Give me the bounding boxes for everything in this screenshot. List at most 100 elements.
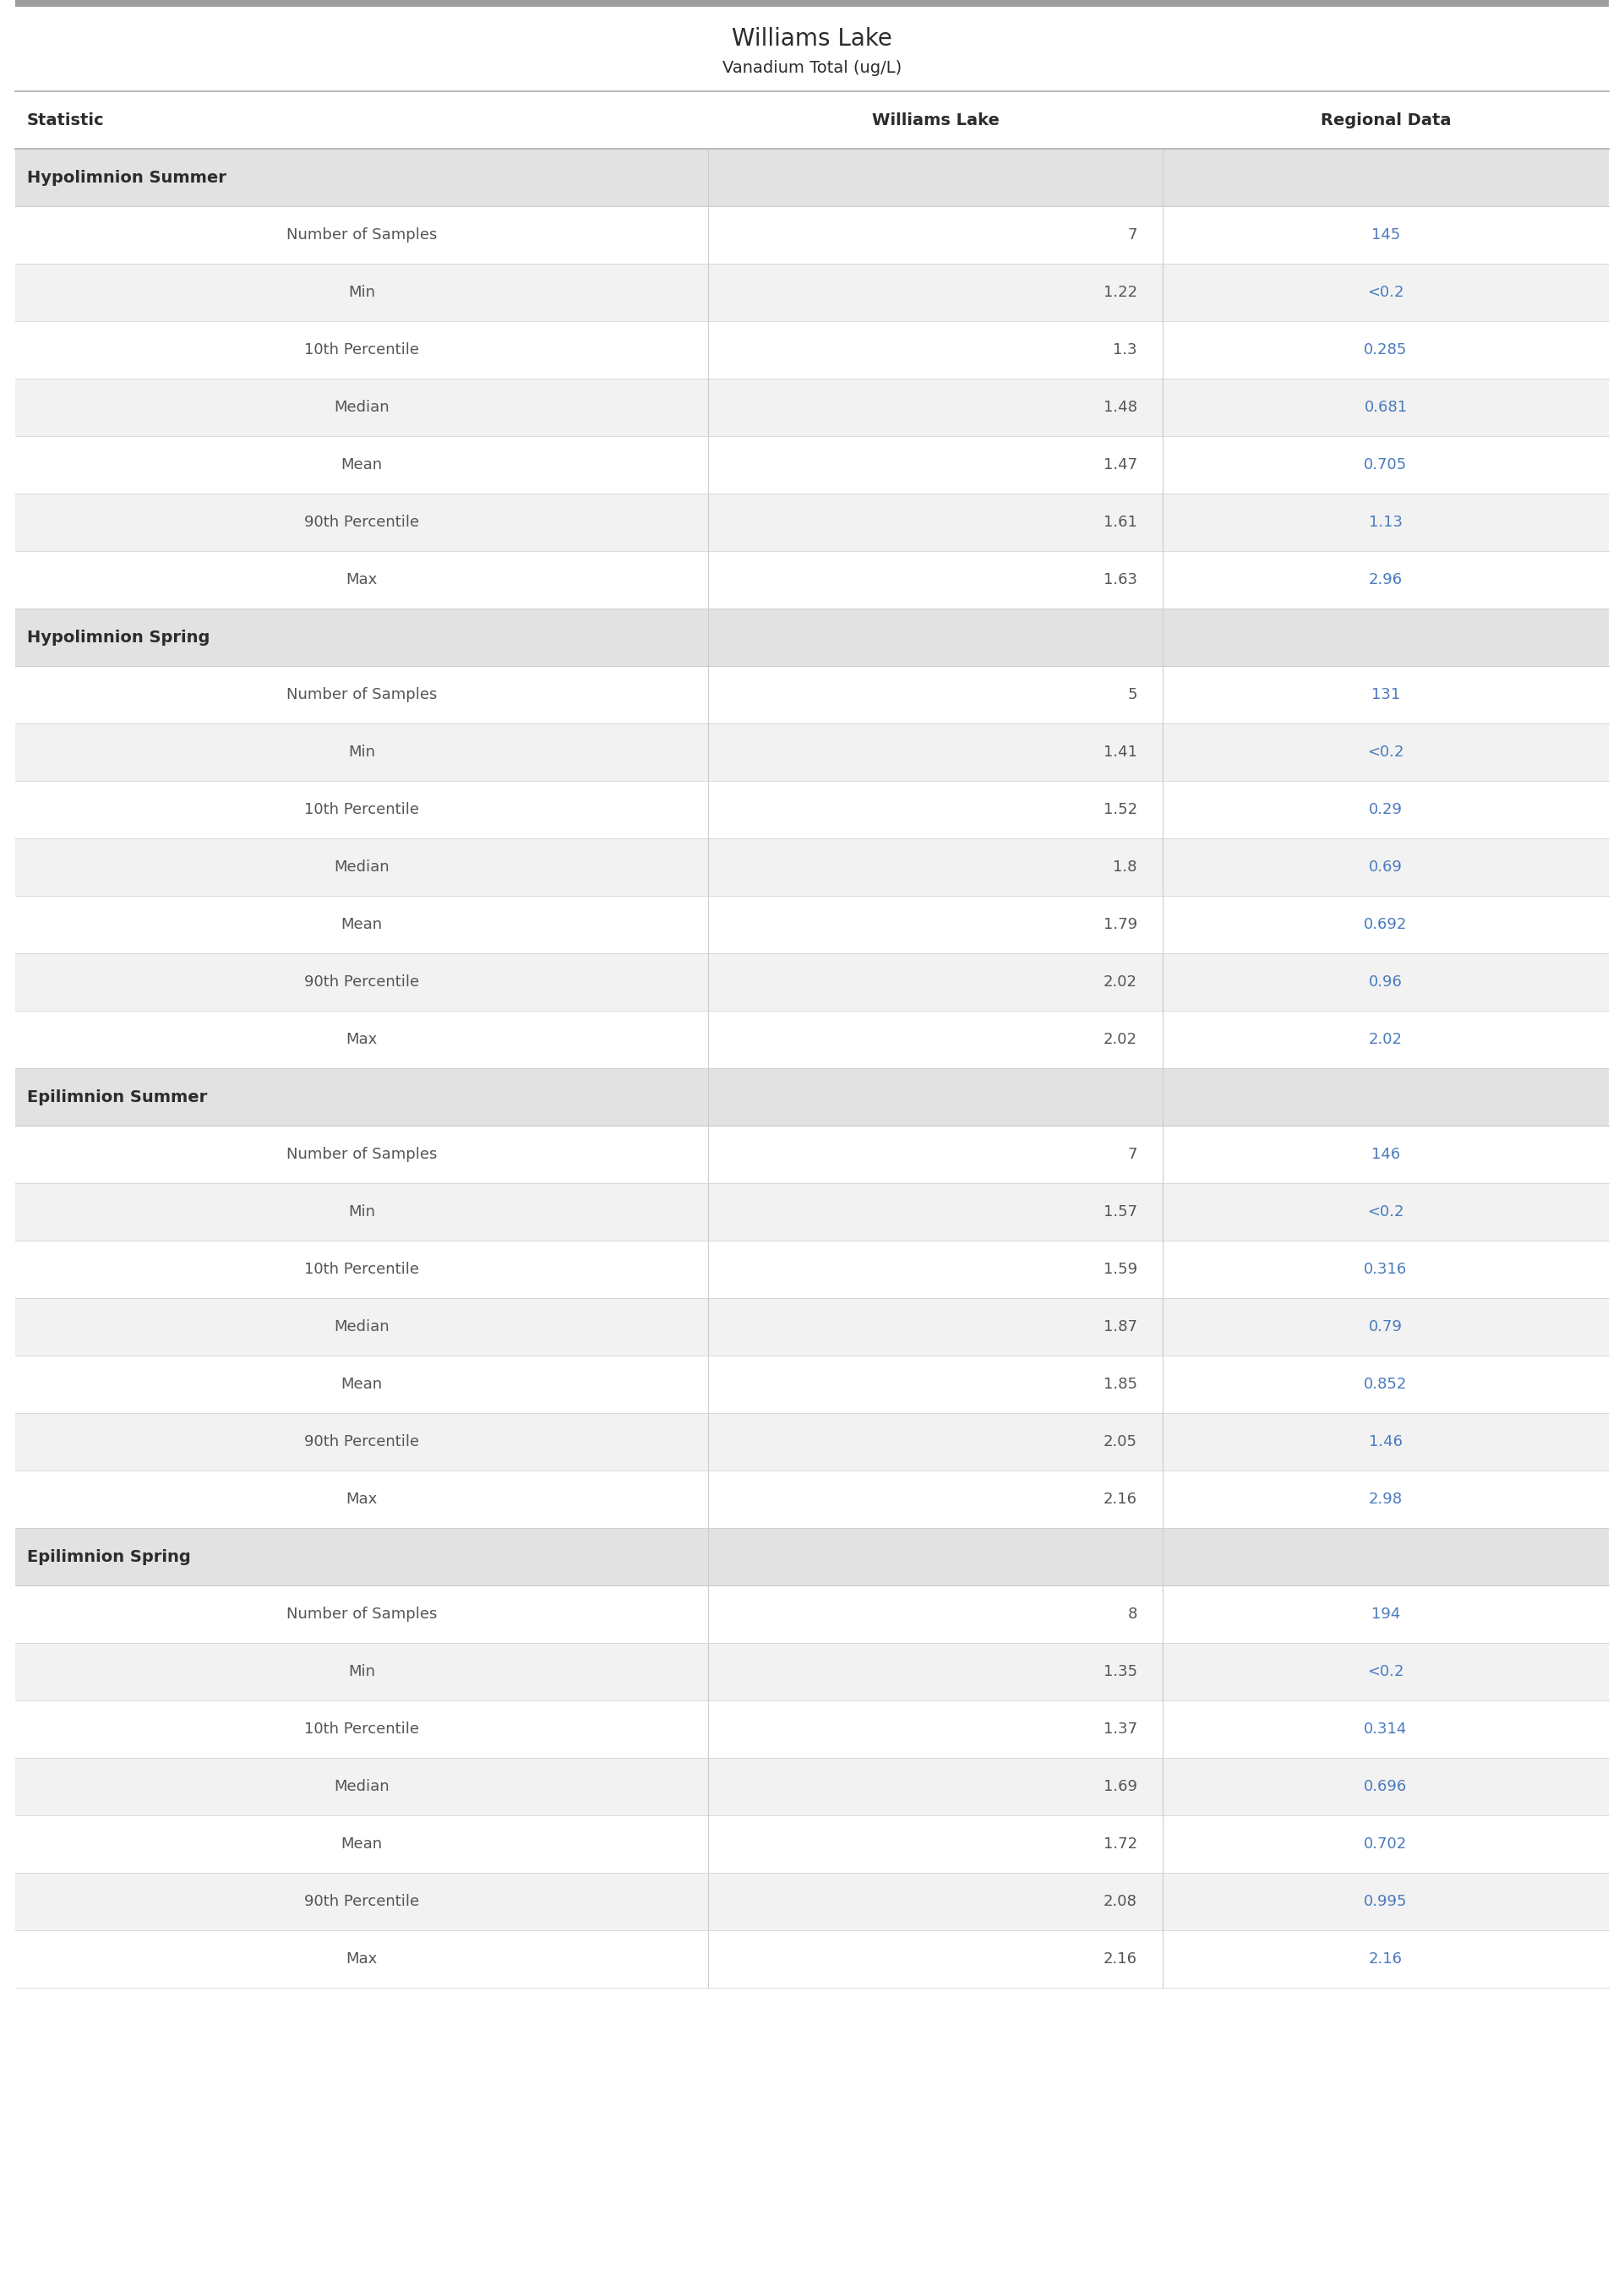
Bar [15,1930,1609,1989]
Text: 90th Percentile: 90th Percentile [304,974,419,990]
Text: <0.2: <0.2 [1367,1664,1405,1680]
Bar [15,1069,1609,1126]
Text: 2.08: 2.08 [1104,1893,1137,1909]
Text: <0.2: <0.2 [1367,745,1405,760]
Text: 1.47: 1.47 [1103,456,1137,472]
Bar [15,1757,1609,1816]
Text: 10th Percentile: 10th Percentile [304,1721,419,1737]
Bar [15,1183,1609,1242]
Bar [15,0,1609,7]
Text: 0.852: 0.852 [1364,1376,1408,1392]
Bar [15,1584,1609,1643]
Text: 0.96: 0.96 [1369,974,1403,990]
Text: 0.316: 0.316 [1364,1262,1408,1278]
Text: 2.98: 2.98 [1369,1491,1403,1507]
Bar [15,665,1609,724]
Text: Epilimnion Summer: Epilimnion Summer [28,1090,208,1105]
Text: Statistic: Statistic [28,111,104,127]
Bar [15,1126,1609,1183]
Text: 1.63: 1.63 [1103,572,1137,588]
Bar [15,1355,1609,1412]
Text: 0.702: 0.702 [1364,1836,1408,1852]
Text: 1.46: 1.46 [1369,1435,1403,1448]
Bar [15,1643,1609,1700]
Text: 2.16: 2.16 [1103,1952,1137,1966]
Text: 1.35: 1.35 [1103,1664,1137,1680]
Text: Max: Max [346,1491,377,1507]
Text: 1.69: 1.69 [1103,1780,1137,1793]
Text: Max: Max [346,1033,377,1046]
Text: 2.02: 2.02 [1103,1033,1137,1046]
Text: Vanadium Total (ug/L): Vanadium Total (ug/L) [723,59,901,75]
Text: 0.696: 0.696 [1364,1780,1408,1793]
Bar [15,838,1609,897]
Text: 2.02: 2.02 [1369,1033,1403,1046]
Text: Min: Min [348,1205,375,1219]
Bar [15,379,1609,436]
Bar [15,1298,1609,1355]
Bar [15,1412,1609,1471]
Text: Hypolimnion Spring: Hypolimnion Spring [28,629,209,645]
Bar [15,320,1609,379]
Bar [15,1816,1609,1873]
Text: 2.16: 2.16 [1103,1491,1137,1507]
Bar [15,1528,1609,1584]
Bar [15,1471,1609,1528]
Bar [15,552,1609,608]
Text: Mean: Mean [341,917,383,933]
Text: 1.48: 1.48 [1103,400,1137,415]
Bar [15,263,1609,320]
Bar [15,207,1609,263]
Text: 1.37: 1.37 [1103,1721,1137,1737]
Text: 10th Percentile: 10th Percentile [304,801,419,817]
Text: Max: Max [346,1952,377,1966]
Text: 0.692: 0.692 [1364,917,1408,933]
Text: 0.314: 0.314 [1364,1721,1408,1737]
Text: <0.2: <0.2 [1367,1205,1405,1219]
Text: Median: Median [335,1319,390,1335]
Text: 10th Percentile: 10th Percentile [304,1262,419,1278]
Text: Mean: Mean [341,1836,383,1852]
Text: 0.285: 0.285 [1364,343,1408,356]
Text: Min: Min [348,745,375,760]
Text: 1.85: 1.85 [1103,1376,1137,1392]
Text: Williams Lake: Williams Lake [872,111,999,127]
Bar [15,1242,1609,1298]
Text: 0.705: 0.705 [1364,456,1408,472]
Bar [15,1700,1609,1757]
Text: 0.29: 0.29 [1369,801,1403,817]
Text: Williams Lake: Williams Lake [732,27,892,50]
Text: 0.681: 0.681 [1364,400,1408,415]
Text: 1.52: 1.52 [1103,801,1137,817]
Text: 146: 146 [1371,1146,1400,1162]
Text: 1.57: 1.57 [1103,1205,1137,1219]
Text: Mean: Mean [341,456,383,472]
Text: Median: Median [335,860,390,874]
Text: 1.22: 1.22 [1103,284,1137,300]
Bar [15,608,1609,665]
Text: 1.72: 1.72 [1103,1836,1137,1852]
Bar [15,7,1609,91]
Bar [15,1873,1609,1930]
Bar [15,436,1609,493]
Text: 194: 194 [1371,1607,1400,1621]
Text: 2.05: 2.05 [1103,1435,1137,1448]
Text: 0.79: 0.79 [1369,1319,1403,1335]
Bar [15,724,1609,781]
Bar [15,91,1609,150]
Text: Number of Samples: Number of Samples [286,1146,437,1162]
Text: 1.8: 1.8 [1112,860,1137,874]
Text: 2.16: 2.16 [1369,1952,1403,1966]
Text: Min: Min [348,284,375,300]
Text: Median: Median [335,400,390,415]
Bar [15,1010,1609,1069]
Text: 0.995: 0.995 [1364,1893,1408,1909]
Text: Number of Samples: Number of Samples [286,227,437,243]
Text: Mean: Mean [341,1376,383,1392]
Text: 1.41: 1.41 [1103,745,1137,760]
Text: Regional Data: Regional Data [1320,111,1450,127]
Text: 90th Percentile: 90th Percentile [304,515,419,529]
Text: 8: 8 [1127,1607,1137,1621]
Text: Number of Samples: Number of Samples [286,688,437,701]
Text: 1.3: 1.3 [1112,343,1137,356]
